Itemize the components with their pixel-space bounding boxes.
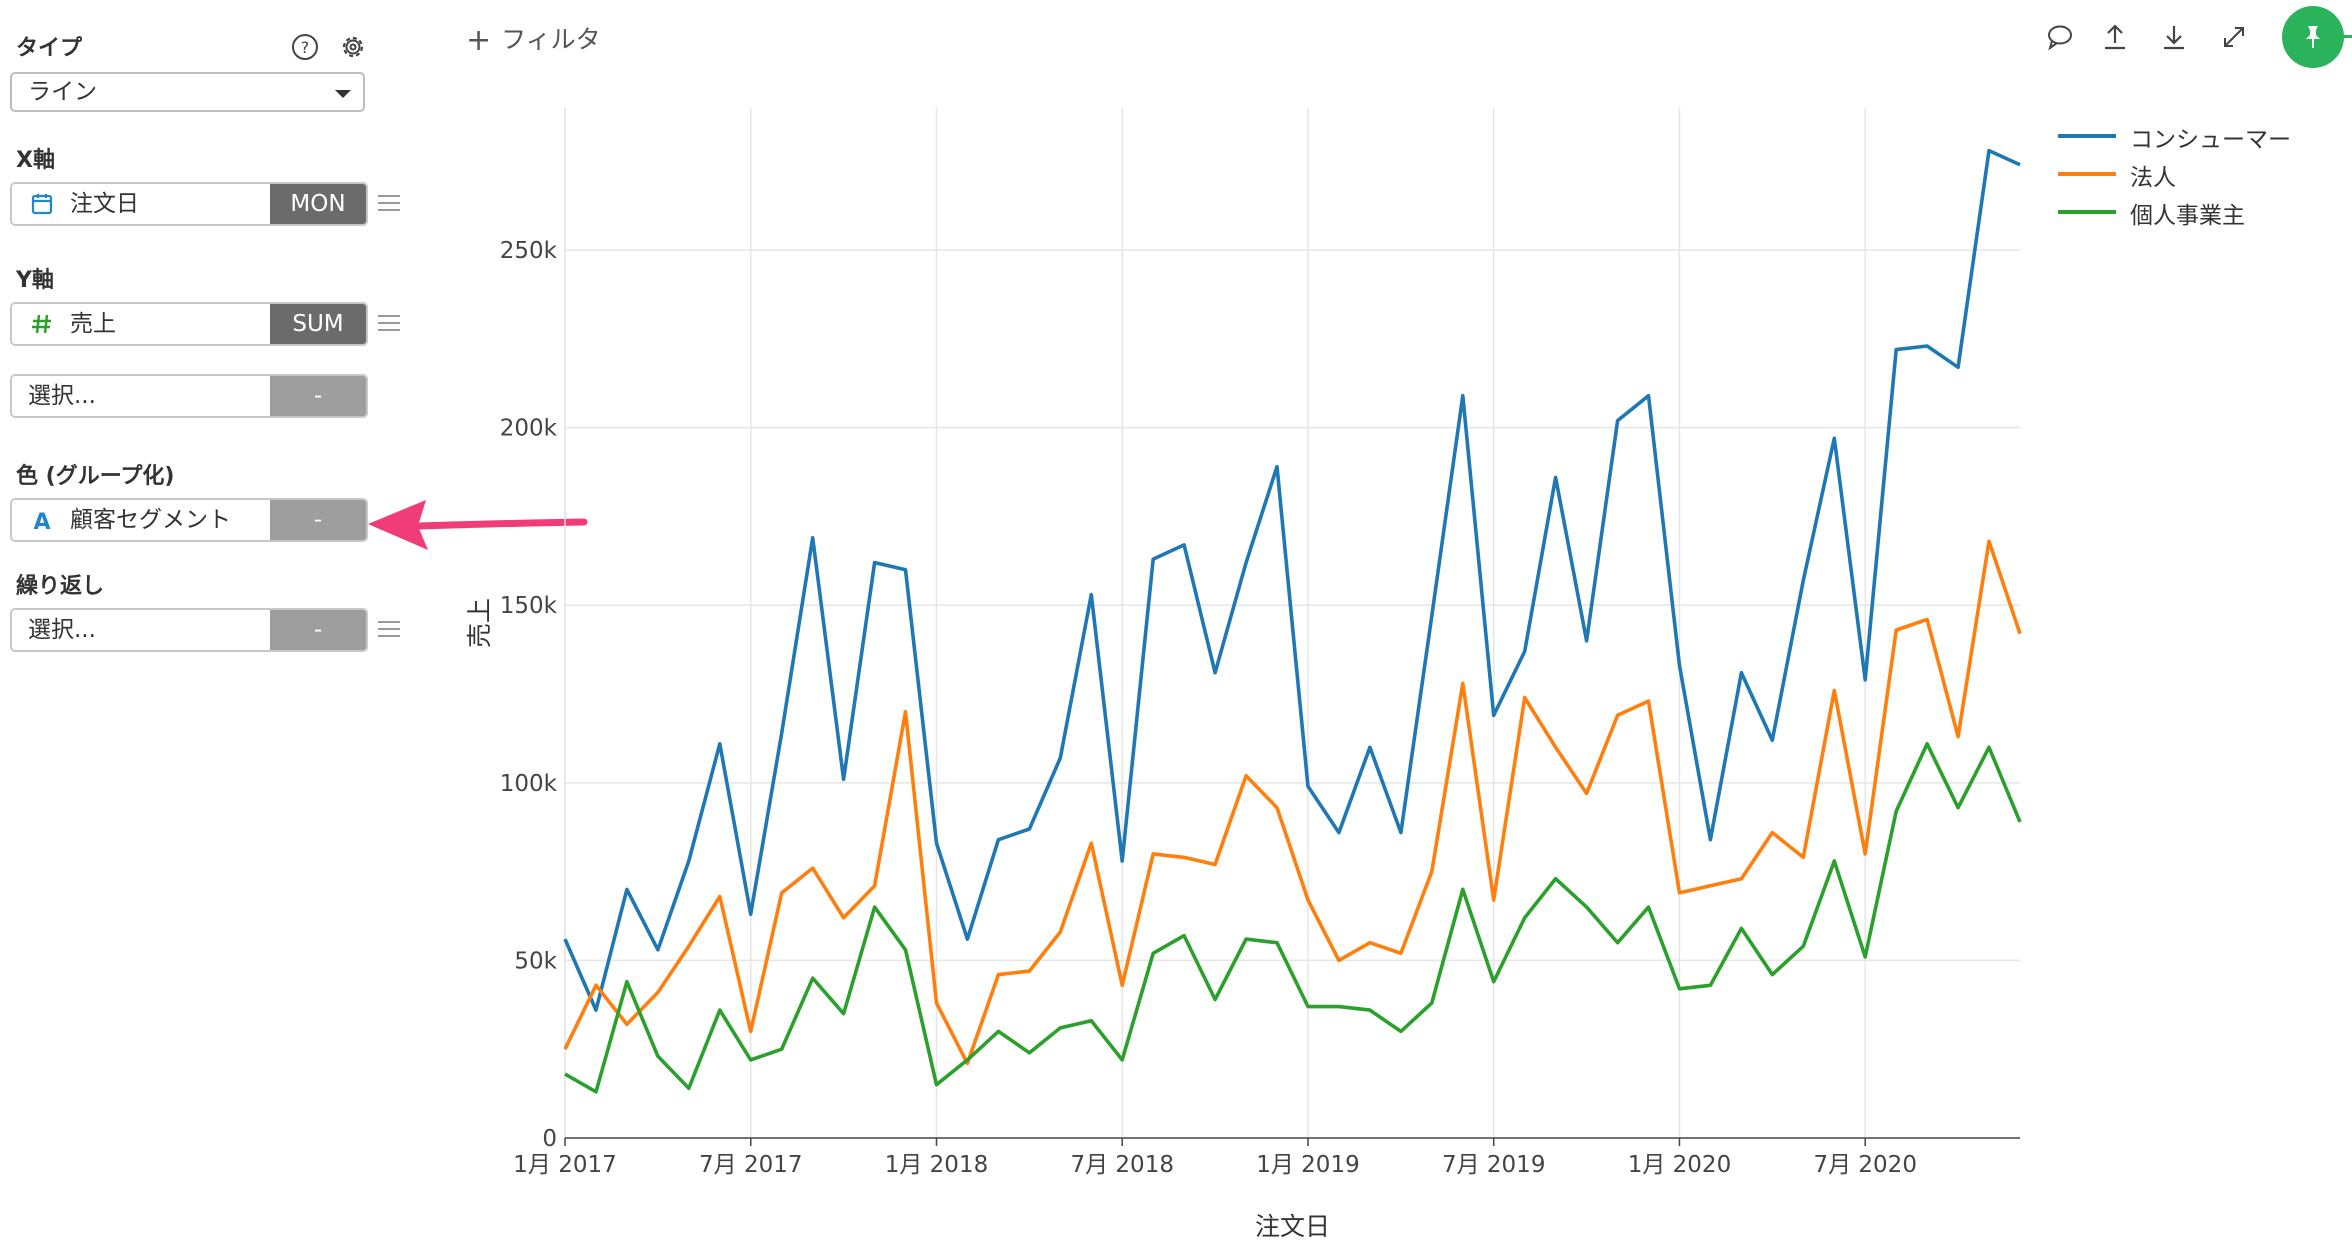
y-axis-field-2[interactable]: 選択... -	[10, 374, 368, 418]
filter-label: フィルタ	[501, 25, 601, 54]
x-axis-menu-icon[interactable]	[378, 195, 400, 211]
x-axis-title: 注文日	[1255, 1212, 1330, 1241]
svg-text:A: A	[33, 510, 50, 532]
x-tick-label: 1月 2018	[885, 1152, 988, 1178]
legend-label: 個人事業主	[2130, 203, 2245, 229]
upload-icon[interactable]	[2100, 22, 2130, 52]
y-axis-field-name: 売上	[70, 311, 116, 337]
y-axis-field[interactable]: 売上 SUM	[10, 302, 368, 346]
chevron-down-icon	[335, 90, 351, 98]
hash-icon	[32, 314, 51, 334]
series-line	[564, 741, 2022, 1094]
chart-config-panel: タイプ ? ライン X軸 注文日 MON Y軸 売上 SUM	[0, 0, 400, 1252]
pin-icon	[2306, 26, 2320, 48]
color-aggregation-button[interactable]: -	[270, 500, 366, 540]
add-filter-button[interactable]: + フィルタ	[466, 20, 601, 58]
repeat-menu-icon[interactable]	[378, 621, 400, 637]
y-axis-menu-icon[interactable]	[378, 315, 400, 331]
svg-text:?: ?	[301, 38, 310, 57]
x-tick-label: 1月 2020	[1628, 1152, 1731, 1178]
y-axis-label: Y軸	[16, 268, 54, 293]
x-axis-field-name: 注文日	[70, 191, 139, 217]
repeat-aggregation-button[interactable]: -	[270, 610, 366, 650]
type-label: タイプ	[16, 36, 83, 61]
pin-button[interactable]	[2282, 6, 2344, 68]
chart-type-select[interactable]: ライン	[10, 72, 365, 112]
y-axis-2-aggregation-button[interactable]: -	[270, 376, 366, 416]
x-tick-label: 7月 2017	[699, 1152, 802, 1178]
comment-icon[interactable]	[2045, 22, 2075, 52]
y-axis-aggregation-button[interactable]: SUM	[270, 304, 366, 344]
y-tick-label: 0	[542, 1126, 557, 1152]
legend-swatch	[2058, 134, 2116, 138]
y-tick-label: 50k	[514, 948, 557, 974]
x-tick-label: 1月 2017	[513, 1152, 616, 1178]
download-icon[interactable]	[2159, 22, 2189, 52]
color-field-name: 顧客セグメント	[70, 507, 231, 533]
x-tick-label: 7月 2019	[1442, 1152, 1545, 1178]
repeat-field-placeholder: 選択...	[28, 617, 96, 643]
x-axis-field[interactable]: 注文日 MON	[10, 182, 368, 226]
expand-icon[interactable]	[2219, 22, 2249, 52]
color-field[interactable]: A 顧客セグメント -	[10, 498, 368, 542]
help-icon[interactable]: ?	[290, 32, 320, 62]
calendar-icon	[31, 194, 53, 215]
x-tick-label: 1月 2019	[1256, 1152, 1359, 1178]
x-axis-label: X軸	[16, 148, 55, 173]
series-line	[563, 148, 2021, 1012]
y-tick-label: 150k	[500, 593, 558, 619]
legend-label: コンシューマー	[2130, 127, 2291, 153]
color-group-label: 色 (グループ化)	[16, 464, 175, 489]
repeat-label: 繰り返し	[16, 574, 105, 599]
legend-label: 法人	[2130, 165, 2176, 191]
pin-edge-line	[2340, 35, 2352, 38]
x-tick-label: 7月 2018	[1070, 1152, 1173, 1178]
chart-type-value: ライン	[28, 79, 97, 105]
y-axis-field-2-placeholder: 選択...	[28, 383, 96, 409]
text-type-icon: A	[33, 510, 50, 532]
y-axis-title: 売上	[465, 598, 494, 648]
series-line	[563, 539, 2022, 1066]
legend-swatch	[2058, 210, 2116, 214]
gear-icon[interactable]	[338, 32, 368, 62]
legend-swatch	[2058, 172, 2116, 176]
y-tick-label: 250k	[500, 238, 558, 264]
y-tick-label: 200k	[500, 416, 558, 442]
y-tick-label: 100k	[500, 771, 558, 797]
plus-icon: +	[466, 23, 492, 58]
x-tick-label: 7月 2020	[1813, 1152, 1916, 1178]
repeat-field[interactable]: 選択... -	[10, 608, 368, 652]
x-axis-aggregation-button[interactable]: MON	[270, 184, 366, 224]
